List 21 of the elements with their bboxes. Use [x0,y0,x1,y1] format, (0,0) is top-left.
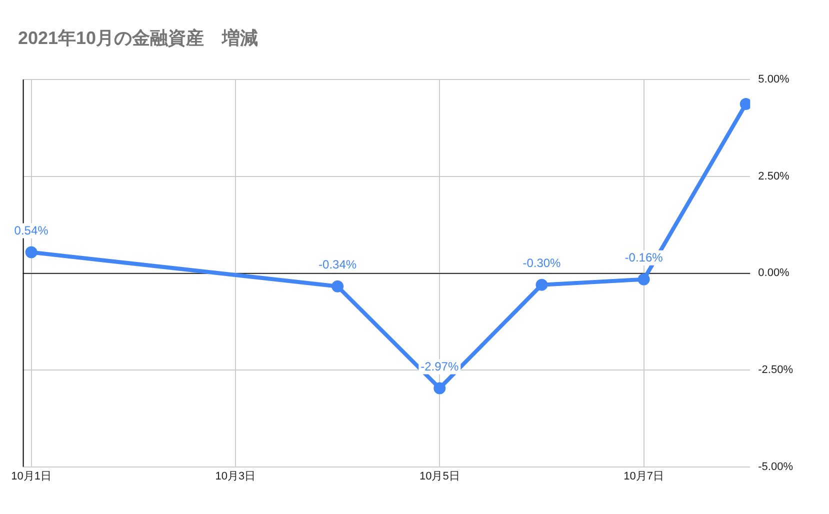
x-tick-label: 10月3日 [215,470,256,482]
data-label: 0.54% [14,224,49,238]
y-tick-label: 5.00% [758,74,790,86]
y-tick-label: 0.00% [758,267,790,280]
x-tick-label: 10月7日 [624,470,664,482]
y-tick-label: -2.50% [758,364,794,376]
point [638,273,650,286]
data-label: -2.97% [420,360,459,374]
point [332,280,344,292]
point [536,278,548,291]
chart-title: 2021年10月の金融資産 増減 [18,26,258,48]
point [25,246,38,258]
point [434,382,446,394]
y-tick-label: -5.00% [758,460,794,473]
x-tick-label: 10月1日 [11,470,52,482]
point [740,98,750,110]
data-label: -0.30% [522,256,562,270]
data-label: -0.34% [318,258,357,272]
y-tick-label: 2.50% [758,170,790,182]
data-label: -0.16% [624,250,664,265]
x-tick-label: 10月5日 [419,470,460,482]
